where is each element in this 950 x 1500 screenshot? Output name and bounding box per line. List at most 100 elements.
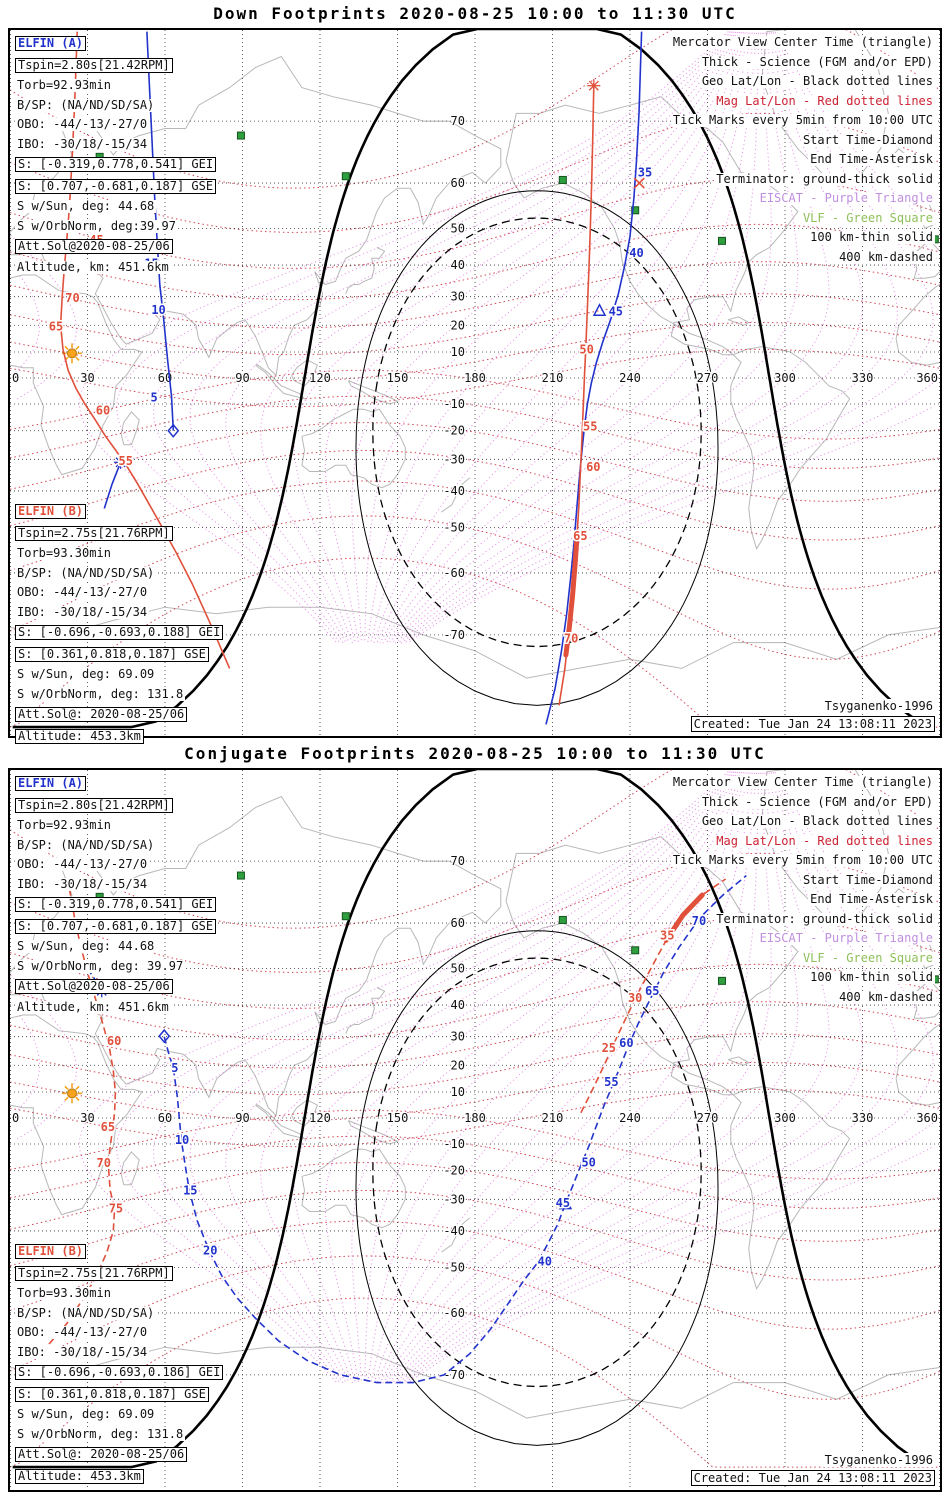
legend-line: Tick Marks every 5min from 10:00 UTC <box>670 853 935 867</box>
lon-tick-label: 240 <box>619 1111 641 1125</box>
info-line: B/SP: (NA/ND/SD/SA) <box>15 97 157 112</box>
lon-tick-label: 270 <box>697 1111 719 1125</box>
lat-tick-label: 20 <box>451 1058 465 1072</box>
lon-tick-label: 330 <box>852 1111 874 1125</box>
minute-tick-label: 65 <box>49 320 63 334</box>
lon-tick-label: 90 <box>235 371 249 385</box>
panel-title-conjugate: Conjugate Footprints 2020-08-25 10:00 to… <box>184 744 766 763</box>
info-line: B/SP: (NA/ND/SD/SA) <box>15 565 157 580</box>
model-label: Tsyganenko-1996 <box>822 699 935 713</box>
info-line: IBO: -30/18/-15/34 <box>15 604 150 619</box>
lat-tick-label: -30 <box>443 452 465 466</box>
lat-tick-label: 50 <box>451 221 465 235</box>
minute-tick-label: 70 <box>65 291 79 305</box>
lon-tick-label: 150 <box>387 371 409 385</box>
lon-tick-label: 120 <box>309 371 331 385</box>
lon-tick-label: 240 <box>619 371 641 385</box>
minute-tick-label: 55 <box>583 420 597 434</box>
elfin-b-header: ELFIN (B) <box>15 1244 87 1259</box>
created-label: Created: Tue Jan 24 13:08:11 2023 <box>690 1470 935 1486</box>
vlf-station-icon <box>717 976 726 985</box>
info-line: S w/Sun, deg: 44.68 <box>15 939 157 953</box>
legend-line: VLF - Green Square <box>800 210 935 225</box>
minute-tick-label: 40 <box>629 246 643 260</box>
minute-tick-label: 70 <box>692 914 706 928</box>
info-line: IBO: -30/18/-15/34 <box>15 876 150 891</box>
lat-tick-label: 30 <box>451 1030 465 1044</box>
legend-line: Mag Lat/Lon - Red dotted lines <box>714 93 935 108</box>
triangle-marker <box>558 1196 573 1210</box>
sun-icon <box>62 1083 82 1104</box>
lat-tick-label: 60 <box>451 916 465 930</box>
info-line: Altitude, km: 451.6km <box>15 259 171 274</box>
minute-tick-label: 70 <box>564 632 578 646</box>
minute-tick-label: 55 <box>604 1075 618 1089</box>
lon-tick-label: 180 <box>464 371 486 385</box>
info-line: Att.Sol@2020-08-25/06 <box>15 979 173 994</box>
triangle-marker <box>592 303 607 316</box>
lon-tick-label: 0 <box>12 371 19 385</box>
elfin-b-info-block: ELFIN (B) Tspin=2.75s[21.76RPM] Torb=93.30… <box>15 1244 224 1490</box>
info-line: S: [-0.319,0.778,0.541] GEI <box>15 897 217 912</box>
lon-tick-label: 270 <box>697 371 719 385</box>
lon-tick-label: 30 <box>80 371 94 385</box>
info-line: Torb=92.93min <box>15 78 113 92</box>
legend-line: End Time-Asterisk <box>808 892 935 906</box>
info-line: Torb=93.30min <box>15 1286 113 1300</box>
panel-down-footprints: 0 30 60 90 120 150 180 210 240 270 300 330 360 70 60 50… <box>8 28 942 744</box>
info-line: Altitude, km: 451.6km <box>15 999 171 1014</box>
info-line: B/SP: (NA/ND/SD/SA) <box>15 837 157 852</box>
info-line: Tspin=2.75s[21.76RPM] <box>15 525 173 541</box>
model-label: Tsyganenko-1996 <box>822 1453 935 1467</box>
minute-tick-label: 70 <box>97 1156 111 1170</box>
map-legend: Mercator View Center Time (triangle) Thic… <box>670 775 935 1010</box>
vlf-station-icon <box>341 172 350 181</box>
axis-labels: 0 30 60 90 120 150 180 210 240 270 300 330 360 70 60 50… <box>11 113 940 643</box>
lon-tick-label: 330 <box>852 371 874 385</box>
minute-tick-label: 10 <box>175 1133 189 1147</box>
minute-tick-label: 60 <box>619 1036 633 1050</box>
minute-tick-label: 50 <box>579 342 593 356</box>
info-line: Tspin=2.75s[21.76RPM] <box>15 1265 173 1281</box>
lon-tick-label: 180 <box>464 1111 486 1125</box>
lat-tick-label: 50 <box>451 961 465 975</box>
info-line: OBO: -44/-13/-27/0 <box>15 585 150 599</box>
legend-line: 400 km-dashed <box>837 989 935 1004</box>
map-legend: Mercator View Center Time (triangle) Thic… <box>670 35 935 270</box>
lat-tick-label: 60 <box>451 176 465 190</box>
terminator-curves <box>12 30 919 729</box>
info-line: S: [0.361,0.818,0.187] GSE <box>15 1386 209 1402</box>
legend-line: 100 km-thin solid <box>808 970 935 984</box>
info-line: S: [0.361,0.818,0.187] GSE <box>15 646 209 662</box>
terminator-curves <box>12 770 919 1469</box>
lon-tick-label: 300 <box>774 371 796 385</box>
vlf-station-icon <box>717 236 726 245</box>
legend-line: Terminator: ground-thick solid <box>714 911 935 926</box>
minute-tick-label: 20 <box>203 1244 217 1258</box>
lon-tick-label: 60 <box>158 1111 172 1125</box>
x-marker <box>633 177 645 189</box>
legend-line: Mercator View Center Time (triangle) <box>670 775 935 789</box>
lat-tick-label: -60 <box>443 566 465 580</box>
info-line: S w/OrbNorm, deg:39.97 <box>15 218 178 233</box>
lat-tick-label: 70 <box>451 114 465 128</box>
minute-tick-label: 25 <box>602 1041 616 1055</box>
elfin-a-header: ELFIN (A) <box>15 776 87 791</box>
lat-tick-label: -40 <box>443 484 465 498</box>
minute-tick-label: 40 <box>538 1254 552 1268</box>
info-line: S: [-0.696,-0.693,0.186] GEI <box>15 1365 224 1380</box>
info-line: S w/Sun, deg: 44.68 <box>15 199 157 213</box>
vlf-station-icon <box>236 131 245 140</box>
legend-line: Mercator View Center Time (triangle) <box>670 35 935 49</box>
legend-line: Terminator: ground-thick solid <box>714 171 935 186</box>
minute-tick-label: 50 <box>581 1156 595 1170</box>
vlf-station-icon <box>558 175 567 184</box>
lat-tick-label: 30 <box>451 290 465 304</box>
info-line: Altitude: 453.3km <box>15 728 144 744</box>
legend-line: Mag Lat/Lon - Red dotted lines <box>714 833 935 848</box>
lat-tick-label: -70 <box>443 628 465 642</box>
legend-line: Tick Marks every 5min from 10:00 UTC <box>670 113 935 127</box>
legend-line: Thick - Science (FGM and/or EPD) <box>699 794 935 809</box>
legend-line: End Time-Asterisk <box>808 152 935 166</box>
info-line: IBO: -30/18/-15/34 <box>15 136 150 151</box>
